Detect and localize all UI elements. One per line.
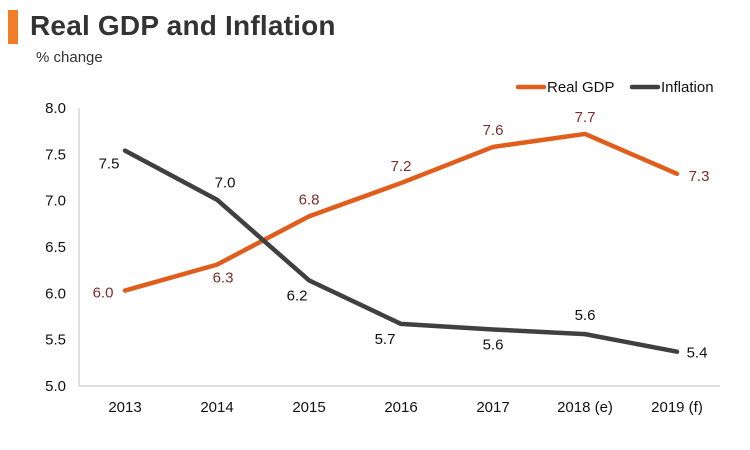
x-tick-label: 2018 (e) <box>557 399 613 416</box>
data-label: 7.5 <box>99 156 120 173</box>
y-tick-label: 5.0 <box>45 378 66 395</box>
title-accent-bar <box>8 10 18 44</box>
data-label: 5.6 <box>483 336 504 353</box>
x-tick-label: 2017 <box>476 399 509 416</box>
x-tick-label: 2013 <box>108 399 141 416</box>
chart-title: Real GDP and Inflation <box>30 10 336 41</box>
series-line-real-gdp <box>122 131 680 293</box>
y-tick-label: 6.0 <box>45 285 66 302</box>
x-tick-label: 2019 (f) <box>651 399 703 416</box>
data-label: 6.8 <box>299 191 320 208</box>
data-label: 7.2 <box>391 158 412 175</box>
y-tick-label: 7.0 <box>45 193 66 210</box>
x-tick-label: 2015 <box>292 399 325 416</box>
y-tick-label: 8.0 <box>45 100 66 117</box>
data-label: 5.4 <box>687 345 708 362</box>
data-label: 6.0 <box>93 285 114 302</box>
data-label: 7.6 <box>483 122 504 139</box>
chart-subtitle: % change <box>36 49 103 66</box>
y-tick-label: 5.5 <box>45 332 66 349</box>
data-label: 5.7 <box>375 331 396 348</box>
x-tick-label: 2016 <box>384 399 417 416</box>
data-label: 6.3 <box>213 270 234 287</box>
data-label: 7.0 <box>215 175 236 192</box>
data-label: 7.3 <box>689 168 710 185</box>
y-tick-label: 6.5 <box>45 239 66 256</box>
legend-real-gdp: Real GDP <box>547 79 615 96</box>
series-line-inflation <box>122 148 680 354</box>
data-label: 6.2 <box>287 287 308 304</box>
y-tick-label: 7.5 <box>45 146 66 163</box>
x-tick-label: 2014 <box>200 399 233 416</box>
data-label: 7.7 <box>575 109 596 126</box>
legend-inflation: Inflation <box>661 79 714 96</box>
data-label: 5.6 <box>575 307 596 324</box>
